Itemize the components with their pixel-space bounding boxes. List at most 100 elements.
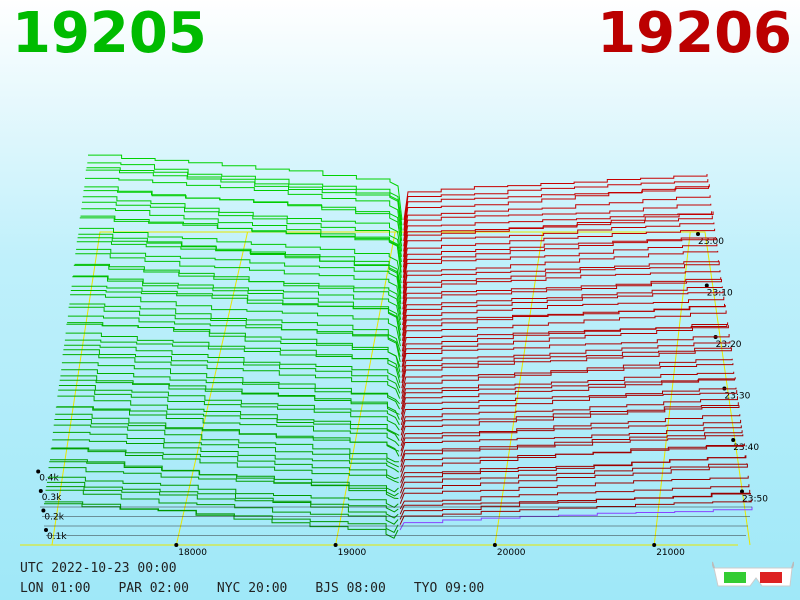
ask-depth-line [399, 493, 751, 520]
city-time-lon: LON 01:00 [20, 581, 91, 596]
time-tick-label: 23:10 [707, 289, 733, 299]
ask-depth-line [402, 290, 724, 331]
time-tick-marker [696, 232, 700, 236]
ask-depth-line [402, 296, 725, 336]
bid-price-label: 19205 [12, 1, 207, 66]
ask-depth-line [399, 475, 749, 504]
depth-tick-marker [38, 489, 43, 493]
bid-depth-line [61, 369, 401, 410]
ask-depth-line [402, 279, 722, 320]
price-tick-label: 19000 [338, 548, 367, 558]
price-tick-marker [652, 543, 657, 547]
bid-depth-line [58, 385, 400, 426]
ask-depth-line [401, 334, 730, 373]
bid-depth-line [50, 448, 399, 484]
bid-depth-line [48, 467, 399, 499]
ask-depth-line [399, 463, 748, 499]
ask-depth-line [401, 347, 732, 384]
time-tick-label: 23:00 [698, 237, 724, 247]
ask-depth-line [402, 261, 720, 305]
ask-depth-line [402, 250, 719, 294]
ask-depth-line [400, 402, 739, 436]
ask-depth-line [402, 270, 721, 310]
bid-depth-line [54, 419, 400, 457]
depth-tick-marker [44, 528, 48, 532]
bid-depth-line [59, 379, 400, 420]
city-time-bjs: BJS 08:00 [315, 581, 386, 596]
ask-depth-line [400, 387, 737, 420]
price-tick-marker [333, 543, 338, 547]
ask-depth-line [403, 195, 711, 242]
bid-depth-line [73, 264, 402, 320]
bid-depth-line [55, 413, 400, 452]
ask-depth-line [402, 238, 717, 284]
ask-depth-line [399, 506, 753, 531]
bid-depth-line [52, 431, 399, 468]
bid-depth-line [75, 253, 402, 310]
bid-depth-line [64, 344, 401, 389]
ask-depth-line [401, 358, 733, 394]
ask-depth-line [402, 228, 716, 273]
ask-depth-line [403, 184, 710, 236]
ask-depth-line [400, 463, 748, 494]
depth-tick-marker [41, 508, 46, 513]
time-tick-marker [740, 489, 744, 494]
bid-depth-line [68, 306, 401, 357]
ask-depth-line [401, 341, 731, 378]
bid-depth-line [66, 323, 401, 373]
city-times: LON 01:00 PAR 02:00 NYC 20:00 BJS 08:00 … [20, 581, 484, 596]
time-tick-label: 23:50 [742, 495, 768, 505]
bid-depth-line [83, 190, 403, 252]
city-time-nyc: NYC 20:00 [216, 581, 288, 596]
bid-depth-line [63, 349, 401, 394]
price-grid-line [494, 231, 544, 546]
bid-depth-line [79, 227, 402, 284]
glasses-left-lens [724, 572, 746, 583]
price-grid-line [335, 231, 396, 546]
price-grid-line [653, 231, 691, 546]
ask-depth-line [403, 215, 713, 257]
bid-depth-line [56, 406, 400, 441]
bid-depth-line [55, 406, 400, 447]
ask-depth-line [400, 390, 738, 426]
time-tick-label: 23:40 [733, 443, 759, 453]
ask-depth-line [403, 211, 713, 252]
city-time-tyo: TYO 09:00 [413, 581, 485, 596]
price-grid-line [175, 231, 249, 546]
bid-depth-line [47, 481, 399, 513]
bid-depth-line [70, 290, 401, 341]
bid-depth-line [70, 294, 401, 347]
ask-depth-line [401, 303, 725, 341]
ask-depth-line [400, 414, 741, 447]
price-tick-label: 18000 [178, 548, 207, 558]
ask-depth-line [401, 378, 735, 410]
ask-depth-line [403, 211, 714, 263]
ask-depth-line [403, 203, 712, 247]
time-tick-marker [731, 438, 736, 442]
bid-depth-line [88, 154, 403, 221]
bid-depth-line [49, 461, 399, 497]
bid-depth-line [85, 177, 403, 242]
3d-glasses-icon[interactable] [712, 560, 794, 592]
depth-tick-label: 0.4k [39, 474, 59, 484]
price-tick-label: 20000 [497, 548, 526, 558]
bid-depth-line [51, 447, 399, 480]
glasses-right-lens [760, 572, 782, 583]
ask-depth-line [400, 425, 742, 457]
ask-price-label: 19206 [597, 1, 792, 66]
ask-depth-line [400, 396, 738, 431]
bid-depth-line [53, 424, 399, 463]
bid-depth-line [67, 315, 401, 363]
ask-depth-line [399, 499, 752, 525]
ask-depth-line [400, 405, 740, 441]
depth-tick-label: 0.1k [47, 532, 67, 542]
ask-depth-line [399, 484, 750, 510]
time-tick-label: 23:20 [716, 340, 742, 350]
bid-depth-line [45, 489, 399, 525]
bid-depth-line [81, 208, 402, 268]
ask-depth-line [400, 434, 744, 468]
ask-depth-line [401, 305, 726, 347]
ask-depth-line [400, 430, 743, 462]
depth-tick-label: 0.2k [44, 513, 64, 523]
ask-depth-line [400, 443, 745, 478]
